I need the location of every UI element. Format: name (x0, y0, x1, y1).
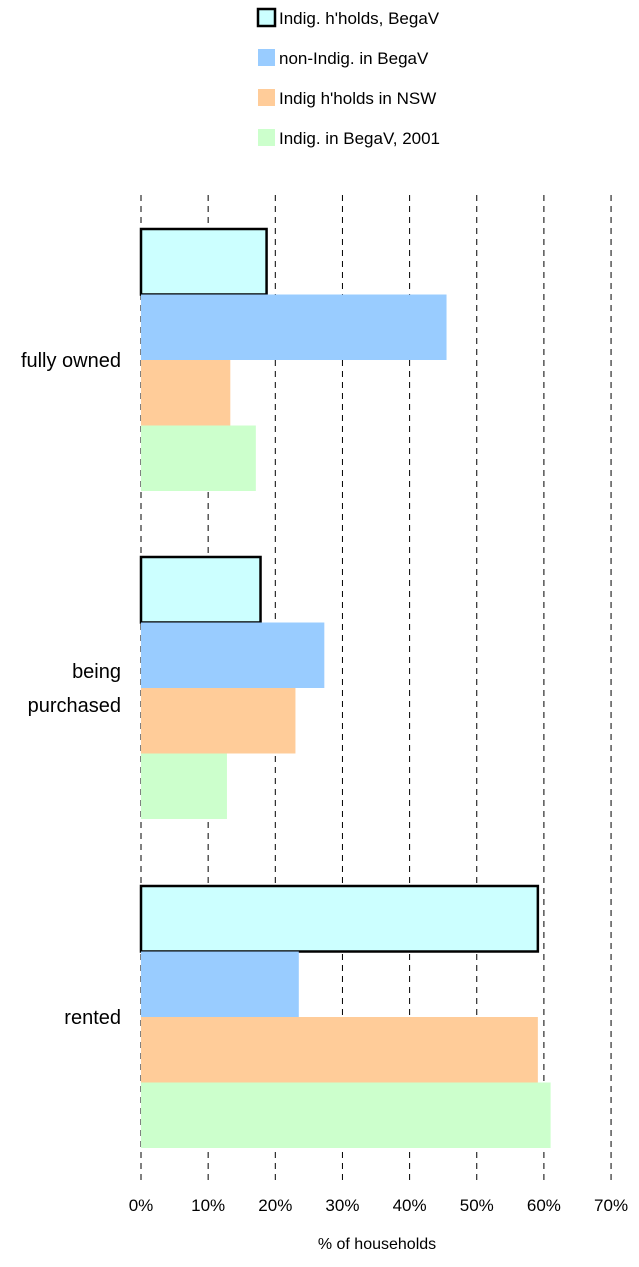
legend-label-4: Indig. in BegaV, 2001 (279, 129, 440, 148)
x-tick-label-60: 60% (527, 1196, 561, 1215)
x-tick-label-70: 70% (594, 1196, 628, 1215)
x-tick-labels: 0% 10% 20% 30% 40% 50% 60% 70% (129, 1196, 628, 1215)
bar-rented-series-3 (141, 1017, 538, 1083)
x-tick-label-40: 40% (393, 1196, 427, 1215)
legend-swatch-2 (258, 49, 275, 66)
legend-swatch-1 (256, 7, 277, 28)
bar-fully-owned-series-1 (139, 227, 268, 296)
bar-being-purchased-series-1 (139, 555, 262, 624)
legend: Indig. h'holds, BegaV non-Indig. in BegaV… (256, 7, 440, 148)
legend-swatch-3 (258, 89, 275, 106)
category-label-rented: rented (64, 1007, 121, 1029)
legend-label-3: Indig h'holds in NSW (279, 89, 436, 108)
bar-fully-owned-series-4 (141, 425, 256, 491)
bar-being-purchased-series-4 (141, 753, 227, 819)
x-axis-label: % of households (318, 1236, 436, 1253)
bar-fully-owned-series-3 (141, 360, 231, 426)
x-tick-label-30: 30% (325, 1196, 359, 1215)
bars (139, 227, 551, 1148)
x-tick-label-20: 20% (258, 1196, 292, 1215)
legend-label-2: non-Indig. in BegaV (279, 49, 429, 68)
x-tick-label-0: 0% (129, 1196, 154, 1215)
bar-being-purchased-series-2 (141, 622, 325, 688)
legend-label-1: Indig. h'holds, BegaV (279, 9, 440, 28)
legend-swatch-4 (258, 129, 275, 146)
bar-rented-series-2 (141, 951, 299, 1017)
bar-being-purchased-series-3 (141, 688, 296, 754)
category-label-fully-owned: fully owned (21, 350, 121, 372)
category-label-being-purchased: being purchased (28, 661, 121, 717)
bar-rented-series-1 (139, 884, 540, 953)
x-tick-label-50: 50% (460, 1196, 494, 1215)
x-tick-label-10: 10% (191, 1196, 225, 1215)
bar-fully-owned-series-2 (141, 294, 447, 360)
category-labels: fully owned being purchased rented (21, 350, 121, 1029)
bar-rented-series-4 (141, 1082, 551, 1148)
